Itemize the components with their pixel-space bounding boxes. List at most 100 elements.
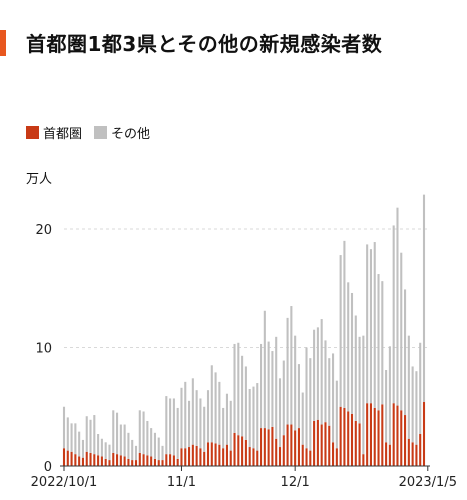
bar-capital-37 (203, 451, 206, 466)
bar-capital-61 (294, 430, 297, 466)
bar-capital-39 (210, 442, 213, 466)
bar-other-70 (328, 358, 331, 426)
bar-capital-89 (400, 410, 403, 466)
bar-capital-32 (184, 448, 187, 466)
bar-other-26 (161, 445, 164, 461)
bar-other-83 (377, 274, 380, 411)
bar-other-65 (309, 358, 312, 451)
bar-other-4 (78, 431, 81, 457)
bar-other-2 (70, 423, 73, 452)
bar-capital-16 (123, 456, 126, 466)
legend-label-capital: 首都圏 (43, 127, 83, 142)
bar-other-95 (422, 194, 426, 403)
bar-other-87 (392, 225, 395, 404)
bar-capital-25 (157, 460, 160, 466)
bar-capital-30 (176, 458, 179, 466)
bar-other-88 (396, 207, 399, 406)
bar-other-41 (218, 381, 221, 445)
bar-other-20 (138, 410, 141, 453)
bar-capital-53 (263, 428, 266, 466)
bar-other-51 (256, 383, 259, 451)
bar-other-82 (373, 242, 376, 408)
bar-capital-68 (320, 424, 323, 466)
bar-other-11 (104, 442, 107, 459)
bar-other-36 (199, 398, 202, 449)
bar-capital-59 (286, 424, 289, 466)
bar-other-30 (176, 407, 179, 459)
bar-capital-7 (89, 452, 92, 466)
bar-capital-34 (191, 444, 194, 466)
bar-other-67 (316, 327, 319, 420)
bar-other-75 (347, 282, 350, 412)
bar-capital-9 (97, 455, 100, 466)
bar-capital-57 (278, 447, 282, 466)
bar-capital-11 (104, 458, 107, 466)
bar-capital-18 (131, 460, 134, 466)
bar-capital-77 (354, 420, 357, 466)
bar-other-3 (74, 423, 77, 455)
bar-capital-90 (404, 415, 407, 466)
bar-capital-80 (366, 403, 369, 466)
bar-capital-86 (388, 444, 391, 466)
bar-capital-73 (339, 406, 342, 466)
bar-other-38 (206, 390, 210, 443)
bar-capital-79 (362, 454, 365, 466)
bar-other-47 (241, 355, 244, 437)
bar-other-49 (248, 388, 251, 448)
bar-capital-76 (350, 413, 354, 466)
bar-capital-15 (119, 455, 122, 466)
bar-other-53 (263, 310, 266, 429)
x-tick-label-3: 2023/1/5 (399, 475, 457, 490)
bar-capital-33 (188, 447, 191, 466)
bar-capital-52 (260, 428, 263, 466)
bar-capital-94 (419, 434, 422, 466)
bar-other-44 (229, 400, 232, 451)
bar-other-29 (172, 398, 175, 456)
bar-other-84 (381, 281, 384, 405)
x-tick-label-0: 2022/10/1 (31, 475, 98, 490)
bar-capital-54 (267, 429, 270, 466)
bar-capital-56 (275, 438, 278, 466)
bar-capital-69 (324, 422, 327, 466)
bar-other-78 (358, 336, 361, 424)
bar-capital-49 (248, 447, 251, 466)
bar-capital-51 (256, 450, 259, 466)
bar-capital-31 (180, 448, 183, 466)
bar-other-15 (119, 424, 122, 456)
bar-other-27 (165, 396, 168, 455)
bar-other-80 (366, 244, 369, 404)
legend-item-other: その他 (94, 123, 150, 142)
legend-swatch-capital (26, 126, 39, 139)
bar-other-7 (89, 419, 92, 453)
x-tick-label-2: 12/1 (281, 475, 310, 490)
bar-capital-8 (93, 454, 96, 466)
bar-capital-93 (415, 444, 418, 466)
bar-other-40 (214, 372, 217, 444)
bar-other-72 (335, 380, 338, 449)
bar-other-16 (123, 424, 126, 457)
bar-capital-50 (252, 448, 255, 466)
bar-capital-88 (396, 405, 399, 466)
bar-capital-48 (244, 439, 247, 466)
bar-other-39 (210, 365, 213, 443)
bar-capital-43 (225, 444, 228, 466)
legend-label-other: その他 (111, 127, 151, 142)
bar-other-46 (237, 342, 240, 436)
bar-capital-87 (392, 403, 395, 466)
bar-other-60 (290, 306, 293, 425)
bar-capital-46 (237, 435, 240, 466)
y-tick-label-0: 0 (44, 460, 52, 475)
bar-other-25 (157, 437, 160, 461)
bar-other-85 (385, 370, 388, 443)
bar-capital-0 (62, 448, 66, 466)
bar-other-77 (354, 315, 357, 421)
bar-capital-36 (199, 448, 202, 466)
bar-capital-12 (108, 460, 111, 466)
bar-capital-71 (332, 442, 335, 466)
bar-capital-75 (347, 411, 350, 466)
bar-other-69 (324, 340, 327, 423)
bar-capital-21 (142, 454, 145, 466)
bar-capital-28 (169, 454, 172, 466)
bar-capital-38 (206, 442, 210, 466)
